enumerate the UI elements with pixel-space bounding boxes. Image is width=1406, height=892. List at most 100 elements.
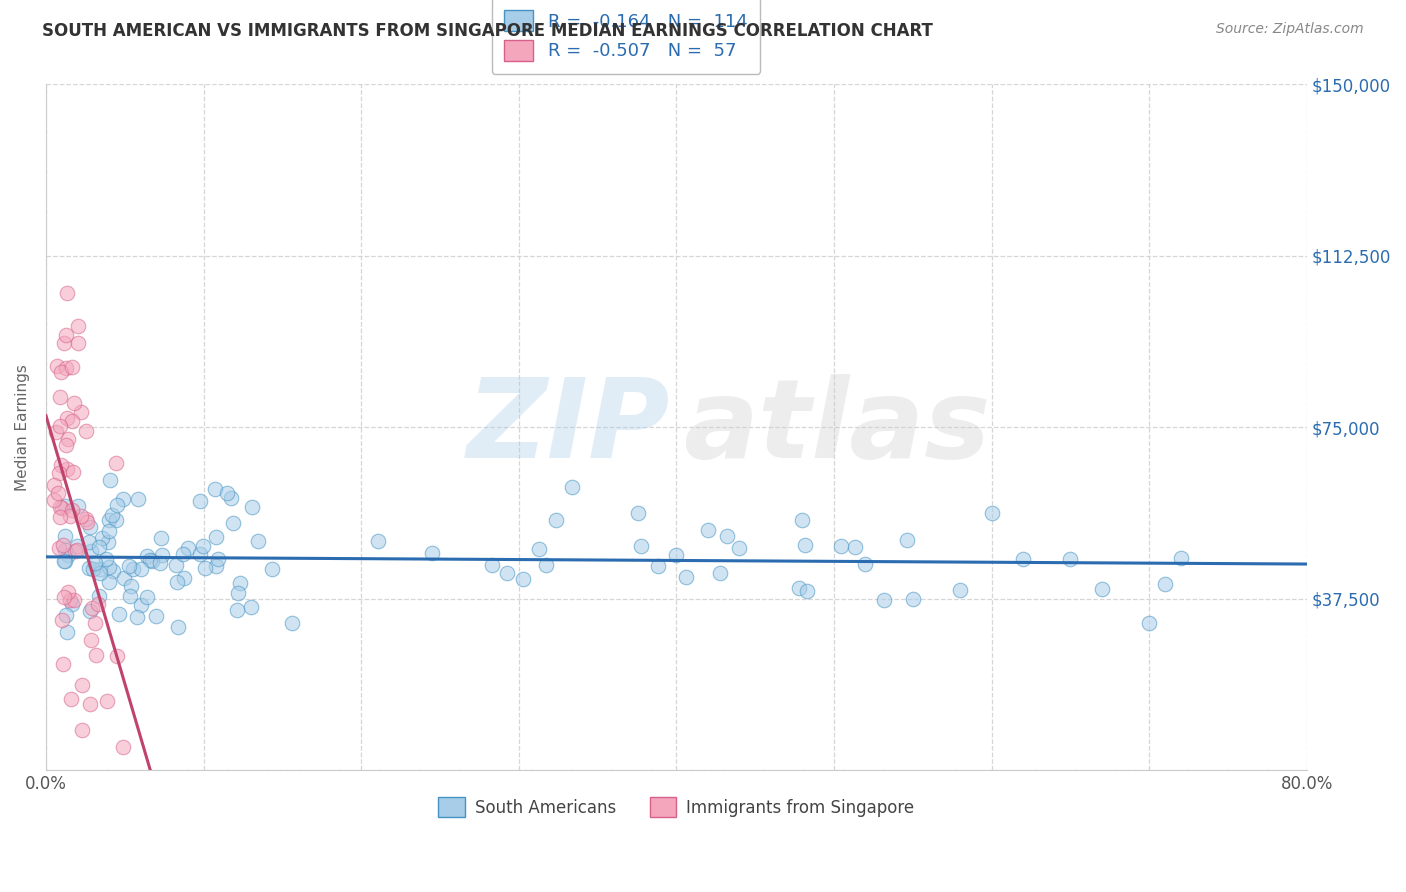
Point: [84, 648, 107, 663]
Point: [141, 554, 163, 568]
Point: [188, 547, 211, 561]
Point: [53, 529, 76, 543]
Point: [901, 592, 924, 607]
Point: [420, 546, 443, 560]
Point: [70, 405, 93, 419]
Point: [63, 544, 86, 558]
Point: [118, 589, 141, 603]
Point: [177, 541, 200, 555]
Point: [873, 593, 896, 607]
Point: [122, 561, 145, 575]
Point: [105, 512, 128, 526]
Point: [52, 538, 75, 552]
Point: [627, 506, 650, 520]
Point: [129, 562, 152, 576]
Point: [830, 539, 852, 553]
Point: [49, 390, 72, 404]
Point: [49, 510, 72, 524]
Point: [80, 601, 103, 615]
Point: [112, 571, 135, 585]
Point: [100, 508, 122, 523]
Point: [42, 478, 65, 492]
Point: [173, 571, 195, 585]
Point: [149, 532, 172, 546]
Point: [63, 593, 86, 607]
Point: [219, 491, 242, 505]
Point: [55, 361, 77, 376]
Point: [787, 581, 810, 595]
Point: [84, 556, 107, 570]
Point: [96, 551, 118, 566]
Point: [101, 565, 124, 579]
Point: [51, 501, 73, 516]
Point: [167, 620, 190, 634]
Point: [561, 480, 583, 494]
Point: [204, 482, 226, 496]
Point: [796, 583, 818, 598]
Point: [59, 692, 82, 706]
Text: Source: ZipAtlas.com: Source: ZipAtlas.com: [1216, 22, 1364, 37]
Point: [66, 539, 89, 553]
Point: [77, 535, 100, 549]
Point: [709, 566, 731, 580]
Point: [166, 574, 188, 589]
Point: [51, 458, 73, 472]
Point: [53, 554, 76, 568]
Point: [120, 579, 142, 593]
Point: [105, 648, 128, 663]
Point: [98, 473, 121, 487]
Point: [105, 498, 128, 512]
Point: [82, 562, 104, 576]
Point: [79, 604, 101, 618]
Point: [55, 607, 77, 622]
Point: [665, 549, 688, 563]
Text: atlas: atlas: [683, 374, 990, 481]
Text: ZIP: ZIP: [467, 374, 671, 481]
Point: [89, 566, 111, 581]
Point: [136, 590, 159, 604]
Point: [247, 534, 270, 549]
Point: [60, 503, 83, 517]
Point: [80, 633, 103, 648]
Point: [49, 365, 72, 379]
Point: [62, 396, 84, 410]
Point: [205, 559, 228, 574]
Point: [855, 557, 877, 571]
Point: [90, 532, 112, 546]
Point: [70, 508, 93, 523]
Point: [49, 418, 72, 433]
Point: [193, 539, 215, 553]
Point: [58, 592, 80, 607]
Point: [145, 608, 167, 623]
Point: [98, 513, 121, 527]
Point: [496, 566, 519, 580]
Legend: South Americans, Immigrants from Singapore: South Americans, Immigrants from Singapo…: [432, 791, 921, 823]
Point: [980, 506, 1002, 520]
Point: [481, 558, 503, 572]
Point: [56, 548, 79, 562]
Point: [225, 602, 247, 616]
Point: [1091, 582, 1114, 596]
Point: [696, 524, 718, 538]
Point: [675, 570, 697, 584]
Point: [56, 625, 79, 640]
Point: [207, 552, 229, 566]
Point: [60, 414, 83, 428]
Point: [46, 486, 69, 500]
Point: [1137, 615, 1160, 630]
Point: [67, 318, 90, 333]
Point: [79, 520, 101, 534]
Point: [65, 543, 87, 558]
Point: [240, 500, 263, 515]
Point: [52, 657, 75, 671]
Point: [60, 597, 83, 611]
Point: [792, 512, 814, 526]
Point: [215, 486, 238, 500]
Point: [222, 516, 245, 531]
Point: [59, 509, 82, 524]
Point: [49, 500, 72, 514]
Point: [949, 582, 972, 597]
Point: [51, 613, 73, 627]
Point: [66, 499, 89, 513]
Point: [896, 533, 918, 548]
